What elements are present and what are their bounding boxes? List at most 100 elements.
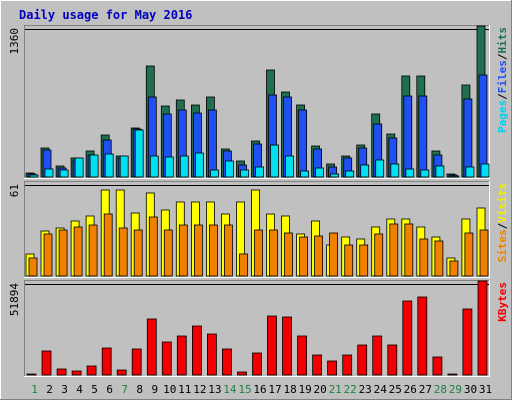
x-tick-label: 8 — [136, 383, 143, 396]
bar-sites-day-3 — [58, 229, 68, 277]
bar-sites-day-8 — [133, 229, 143, 277]
bar-pages-day-30 — [465, 166, 475, 178]
bar-pages-day-20 — [315, 167, 325, 178]
bar-pages-day-21 — [330, 173, 340, 178]
bar-sites-day-14 — [223, 224, 233, 277]
legend-item: / — [496, 222, 509, 229]
legend-item: / — [496, 53, 509, 60]
bar-sites-day-23 — [359, 244, 369, 277]
chart-title: Daily usage for May 2016 — [19, 8, 192, 22]
x-tick-label: 24 — [374, 383, 388, 396]
bar-sites-day-1 — [28, 257, 38, 277]
bar-pages-day-8 — [134, 129, 144, 178]
bar-pages-day-19 — [300, 170, 310, 178]
bar-sites-day-26 — [404, 223, 414, 277]
x-tick-label: 10 — [163, 383, 176, 396]
bar-pages-day-16 — [255, 166, 264, 178]
bar-kbytes-day-25 — [387, 344, 398, 376]
bar-kbytes-day-31 — [477, 280, 488, 376]
x-tick-label: 31 — [479, 383, 492, 396]
bar-sites-day-16 — [254, 229, 263, 277]
x-tick-label: 19 — [298, 383, 311, 396]
bar-sites-day-20 — [314, 235, 324, 277]
x-axis-labels: 1 2 3 4 5 6 7 8 9 10 11 12 13 14 15 16 17 18 19 20 21 22 23 24 2… — [31, 383, 492, 396]
x-tick-label: 4 — [76, 383, 83, 396]
x-tick-label: 21 — [329, 383, 342, 396]
legend-item: Pages — [496, 100, 509, 133]
bar-pages-day-28 — [435, 165, 445, 178]
bar-files-day-13 — [207, 109, 217, 178]
bar-pages-day-5 — [89, 154, 99, 178]
bar-kbytes-day-30 — [462, 308, 473, 376]
x-tick-label: 20 — [313, 383, 326, 396]
bar-sites-day-6 — [103, 213, 113, 277]
bar-sites-day-31 — [479, 229, 489, 277]
bar-kbytes-day-3 — [56, 368, 67, 376]
bar-kbytes-day-16 — [252, 352, 262, 376]
ymax-label: 51894 — [8, 283, 21, 316]
x-tick-label: 15 — [238, 383, 251, 396]
bar-kbytes-day-6 — [101, 347, 112, 376]
bar-pages-day-24 — [375, 159, 385, 178]
bar-kbytes-day-8 — [131, 348, 142, 376]
bar-pages-day-31 — [480, 163, 490, 178]
bar-kbytes-day-1 — [26, 373, 37, 376]
bar-kbytes-day-18 — [282, 316, 292, 376]
bar-pages-day-3 — [59, 169, 69, 178]
x-tick-label: 13 — [208, 383, 221, 396]
bar-files-day-19 — [298, 109, 308, 178]
bar-pages-day-12 — [194, 152, 204, 178]
bar-pages-day-27 — [420, 169, 430, 178]
x-tick-label: 26 — [404, 383, 417, 396]
bar-kbytes-day-28 — [432, 356, 443, 376]
bar-sites-day-18 — [284, 232, 293, 277]
x-tick-label: 12 — [193, 383, 206, 396]
bar-pages-day-13 — [209, 169, 219, 178]
bar-kbytes-day-15 — [237, 371, 247, 376]
bar-sites-day-27 — [419, 238, 429, 277]
ymax-label: 1360 — [8, 28, 21, 55]
bar-sites-day-13 — [208, 224, 218, 277]
x-tick-label: 7 — [121, 383, 128, 396]
bar-pages-day-2 — [44, 168, 54, 178]
x-tick-label: 22 — [344, 383, 357, 396]
bar-pages-day-22 — [345, 170, 355, 178]
bar-pages-day-29 — [450, 175, 460, 178]
x-tick-label: 2 — [46, 383, 53, 396]
bar-sites-day-5 — [88, 224, 98, 277]
bar-files-day-27 — [418, 95, 428, 178]
bar-pages-day-9 — [149, 155, 159, 178]
bar-kbytes-day-4 — [71, 370, 82, 376]
legend: Pages/Files/Hits — [496, 27, 509, 133]
bar-kbytes-day-29 — [447, 373, 458, 376]
bar-pages-day-15 — [240, 169, 249, 178]
bar-kbytes-day-23 — [357, 344, 368, 376]
panel-visits: 61 Sites/Visits — [8, 181, 509, 278]
x-tick-label: 1 — [31, 383, 38, 396]
x-tick-label: 30 — [464, 383, 477, 396]
bar-pages-day-17 — [270, 144, 279, 178]
x-tick-label: 27 — [419, 383, 432, 396]
bar-kbytes-day-20 — [312, 354, 323, 376]
bar-kbytes-day-5 — [86, 365, 97, 376]
bar-sites-day-29 — [449, 260, 459, 277]
legend: KBytes — [496, 282, 509, 322]
bar-pages-day-25 — [390, 163, 400, 178]
bar-kbytes-day-13 — [206, 333, 217, 376]
panel-kbytes: 51894 KBytes — [8, 280, 509, 377]
legend-item: Sites — [496, 229, 509, 262]
bar-files-day-31 — [478, 74, 488, 178]
bar-kbytes-day-22 — [342, 354, 353, 376]
bar-files-day-26 — [403, 95, 413, 178]
legend-item: / — [496, 93, 509, 100]
legend-item: Hits — [496, 27, 509, 54]
x-tick-label: 11 — [178, 383, 191, 396]
bar-sites-day-30 — [464, 232, 474, 277]
legend-item: Visits — [496, 183, 509, 223]
bar-kbytes-day-24 — [372, 335, 383, 376]
x-tick-label: 23 — [359, 383, 372, 396]
bar-sites-day-22 — [344, 244, 354, 277]
legend-item: KBytes — [496, 282, 509, 322]
